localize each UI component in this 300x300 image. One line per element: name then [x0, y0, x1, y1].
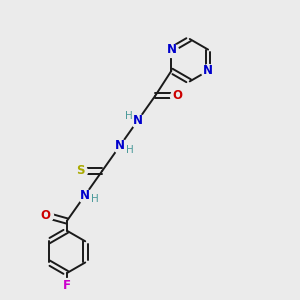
- Text: H: H: [91, 194, 99, 204]
- Text: N: N: [115, 140, 125, 152]
- Text: O: O: [172, 89, 182, 102]
- Text: O: O: [41, 208, 51, 222]
- Text: N: N: [203, 64, 213, 77]
- Text: S: S: [76, 164, 84, 177]
- Text: H: H: [125, 110, 133, 121]
- Text: N: N: [133, 114, 142, 127]
- Text: N: N: [167, 43, 176, 56]
- Text: H: H: [126, 145, 134, 155]
- Text: F: F: [63, 279, 71, 292]
- Text: N: N: [80, 189, 89, 203]
